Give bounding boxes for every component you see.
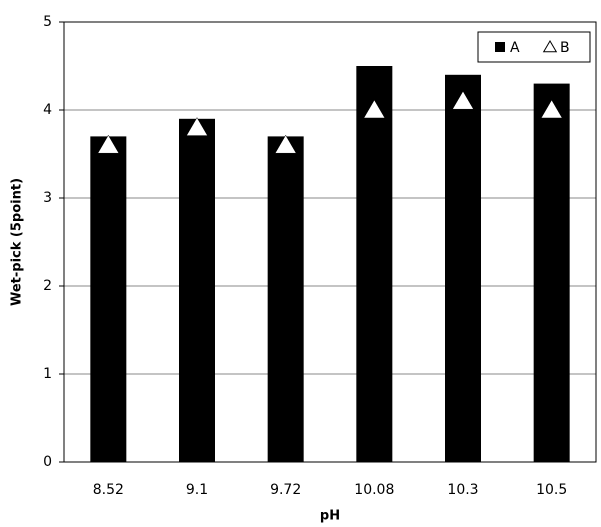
y-tick-label: 1	[43, 366, 52, 382]
triangle-marker	[452, 90, 474, 110]
x-tick-label: 9.72	[270, 482, 301, 498]
triangle-marker	[97, 134, 120, 154]
triangle-marker	[186, 117, 208, 136]
y-tick-label: 2	[43, 278, 52, 294]
triangle-marker	[274, 134, 297, 154]
legend-swatch	[495, 42, 505, 52]
legend-swatch	[542, 40, 558, 53]
bar	[179, 118, 215, 463]
y-tick-label: 4	[43, 102, 52, 118]
x-tick-label: 8.52	[93, 482, 124, 498]
triangle-marker	[540, 99, 563, 119]
y-tick-label: 5	[43, 14, 52, 30]
bar	[445, 74, 481, 463]
y-tick-label: 0	[43, 454, 52, 470]
x-tick-label: 10.08	[354, 482, 394, 498]
x-axis-title: pH	[320, 509, 340, 524]
bar	[533, 83, 570, 462]
y-axis-title: Wet-pick (5point)	[10, 178, 25, 306]
plot-frame	[63, 21, 597, 463]
legend-box	[477, 31, 591, 63]
y-tick-label: 3	[43, 190, 52, 206]
x-tick-label: 9.1	[186, 482, 208, 498]
triangle-marker	[363, 99, 386, 119]
legend-label: B	[560, 40, 570, 56]
x-tick-label: 10.5	[536, 482, 567, 498]
bar	[90, 136, 127, 462]
legend-label: A	[510, 40, 520, 56]
bar	[356, 66, 393, 462]
x-tick-label: 10.3	[447, 482, 478, 498]
bar	[267, 136, 304, 462]
